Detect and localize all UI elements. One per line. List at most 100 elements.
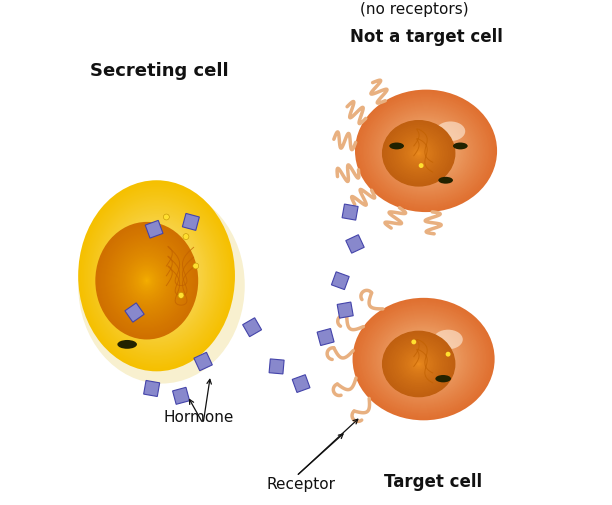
Polygon shape [317, 329, 334, 345]
Ellipse shape [411, 146, 427, 161]
Ellipse shape [155, 274, 158, 277]
Ellipse shape [409, 347, 438, 371]
Ellipse shape [392, 121, 460, 180]
Ellipse shape [390, 127, 447, 179]
Ellipse shape [388, 118, 464, 183]
Ellipse shape [412, 147, 425, 159]
Ellipse shape [407, 134, 445, 167]
Ellipse shape [386, 326, 461, 392]
Ellipse shape [417, 152, 421, 156]
Ellipse shape [416, 361, 422, 367]
Text: Not a target cell: Not a target cell [350, 27, 503, 45]
Ellipse shape [410, 145, 428, 161]
Ellipse shape [402, 130, 450, 171]
Ellipse shape [98, 204, 215, 347]
Ellipse shape [394, 131, 444, 176]
Polygon shape [269, 359, 284, 374]
Ellipse shape [407, 354, 430, 375]
Ellipse shape [386, 116, 466, 185]
Ellipse shape [380, 321, 468, 397]
Ellipse shape [144, 277, 150, 284]
Ellipse shape [373, 315, 474, 403]
Ellipse shape [400, 137, 437, 170]
Ellipse shape [94, 199, 219, 352]
Ellipse shape [119, 230, 195, 322]
Ellipse shape [370, 103, 482, 199]
Ellipse shape [368, 101, 484, 201]
Ellipse shape [403, 139, 435, 168]
Ellipse shape [420, 356, 427, 362]
Ellipse shape [152, 271, 160, 281]
Ellipse shape [364, 97, 489, 205]
Ellipse shape [393, 341, 444, 387]
Ellipse shape [127, 239, 187, 313]
Ellipse shape [403, 349, 435, 379]
Ellipse shape [365, 99, 487, 203]
Ellipse shape [399, 338, 449, 380]
Ellipse shape [402, 138, 436, 169]
Ellipse shape [108, 217, 205, 335]
Ellipse shape [138, 270, 156, 291]
Ellipse shape [362, 306, 485, 412]
Ellipse shape [129, 260, 165, 302]
Ellipse shape [82, 185, 231, 367]
Ellipse shape [119, 249, 174, 313]
Ellipse shape [363, 307, 484, 411]
Ellipse shape [415, 361, 422, 367]
Ellipse shape [417, 143, 436, 159]
Ellipse shape [120, 250, 174, 311]
Ellipse shape [110, 238, 184, 323]
Ellipse shape [128, 241, 185, 311]
Ellipse shape [395, 124, 457, 177]
Ellipse shape [362, 96, 490, 206]
Ellipse shape [416, 150, 422, 156]
Ellipse shape [394, 341, 444, 387]
Ellipse shape [384, 333, 453, 395]
Ellipse shape [96, 223, 197, 338]
Ellipse shape [414, 149, 423, 157]
Ellipse shape [384, 122, 453, 185]
Ellipse shape [357, 91, 494, 210]
Ellipse shape [418, 363, 419, 365]
Ellipse shape [99, 225, 195, 336]
Ellipse shape [136, 269, 157, 292]
Ellipse shape [390, 338, 447, 390]
Ellipse shape [102, 229, 192, 332]
Polygon shape [194, 352, 212, 371]
Ellipse shape [118, 228, 196, 324]
Ellipse shape [365, 98, 488, 204]
Ellipse shape [103, 231, 190, 330]
Ellipse shape [392, 339, 446, 389]
Ellipse shape [147, 265, 166, 287]
Ellipse shape [353, 298, 494, 420]
Ellipse shape [91, 196, 222, 356]
Ellipse shape [97, 224, 196, 337]
Ellipse shape [403, 131, 449, 170]
Ellipse shape [127, 259, 166, 303]
Polygon shape [182, 214, 200, 230]
Ellipse shape [355, 300, 492, 418]
Ellipse shape [375, 317, 472, 401]
Ellipse shape [389, 142, 404, 149]
Ellipse shape [105, 232, 189, 329]
Ellipse shape [378, 109, 474, 193]
Ellipse shape [438, 177, 453, 184]
Ellipse shape [373, 105, 479, 197]
Ellipse shape [402, 341, 445, 377]
Ellipse shape [111, 220, 203, 331]
Ellipse shape [95, 222, 198, 339]
Ellipse shape [413, 350, 435, 368]
Ellipse shape [412, 349, 435, 369]
Ellipse shape [355, 89, 497, 212]
Ellipse shape [386, 124, 451, 183]
Ellipse shape [360, 94, 492, 208]
Ellipse shape [406, 352, 432, 376]
Ellipse shape [354, 299, 493, 419]
Ellipse shape [404, 140, 433, 167]
Ellipse shape [453, 142, 468, 149]
Ellipse shape [374, 106, 478, 196]
Ellipse shape [111, 239, 183, 322]
Ellipse shape [116, 226, 197, 325]
Ellipse shape [133, 247, 180, 305]
Ellipse shape [418, 144, 435, 158]
